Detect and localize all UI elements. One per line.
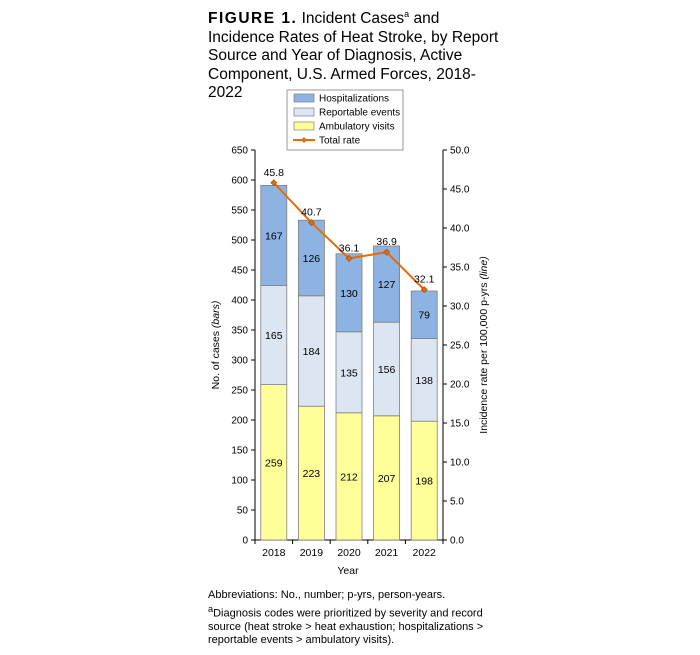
bar-reportable-events [335,331,363,414]
figure-title: FIGURE 1. Incident Casesa and Incidence … [208,5,508,103]
bar-value-label: 259 [265,457,283,469]
y2-tick-label: 5.0 [450,497,464,508]
legend-label: Hospitalizations [319,94,389,105]
y2-tick-label: 40.0 [450,224,470,235]
x-tick-label: 2022 [413,547,437,559]
footnotes: Abbreviations: No., number; p-yrs, perso… [208,589,508,648]
legend-label: Reportable events [319,108,400,119]
y-tick-label: 350 [231,326,248,337]
bar-value-label: 167 [265,231,283,243]
legend-marker [301,137,307,143]
y-tick-label: 400 [231,296,248,307]
y-axis-title-text: No. of cases [210,328,222,389]
bar-value-label: 135 [340,367,358,379]
rate-marker [307,219,315,226]
bar-value-label: 198 [415,476,433,488]
bar-value-label: 223 [303,468,321,480]
title-part2: and Incidence Rates of Heat Stroke, by R… [208,10,499,102]
bar-value-label: 138 [415,375,433,387]
legend-label: Ambulatory visits [319,122,395,133]
bar-value-label: 165 [265,330,283,342]
bar-value-label: 184 [303,346,321,358]
bar-value-label: 130 [340,288,358,300]
x-tick-label: 2020 [337,547,361,559]
note-text: Diagnosis codes were prioritized by seve… [208,607,484,647]
bar-ambulatory-visits [335,412,363,541]
y-tick-label: 650 [231,146,248,157]
y-tick-label: 600 [231,176,248,187]
rate-label: 40.7 [301,207,322,219]
y-tick-label: 50 [237,506,249,517]
y-tick-label: 250 [231,386,248,397]
rate-marker [383,248,391,256]
legend-swatch [293,121,315,131]
bar-reportable-events [260,285,288,386]
y2-tick-label: 0.0 [450,536,464,547]
rate-marker [270,179,278,187]
y2-axis-title: Incidence rate per 100,000 p-yrs (line) [478,256,490,433]
bar-ambulatory-visits [260,384,288,541]
diagnosis-note: aDiagnosis codes were prioritized by sev… [208,603,508,648]
bar-hospitalizations [373,245,401,323]
bar-hospitalizations [260,184,288,286]
rate-marker [345,254,353,262]
y-tick-label: 550 [231,206,248,217]
y2-axis-title-text: Incidence rate per 100,000 p-yrs [478,280,490,434]
x-tick-label: 2018 [262,547,286,559]
y-axis-title: No. of cases (bars) [210,301,222,390]
y-tick-label: 500 [231,236,248,247]
y2-tick-label: 45.0 [450,185,470,196]
rate-marker [420,286,428,294]
x-tick-label: 2019 [300,547,324,559]
y-tick-label: 200 [231,416,248,427]
y2-tick-label: 35.0 [450,263,470,274]
note-marker: a [208,603,214,614]
bar-value-label: 127 [378,279,396,291]
y2-tick-label: 25.0 [450,341,470,352]
rate-label: 36.1 [339,242,360,254]
bar-ambulatory-visits [297,405,325,541]
bar-ambulatory-visits [373,415,401,541]
bar-value-label: 156 [378,364,396,376]
legend-swatch [293,107,315,117]
rate-label: 45.8 [264,167,285,179]
y2-tick-label: 30.0 [450,302,470,313]
bar-value-label: 79 [418,310,430,322]
bar-value-label: 207 [378,473,396,485]
y2-tick-label: 15.0 [450,419,470,430]
title-superscript: a [404,9,410,19]
rate-label: 32.1 [414,274,435,286]
legend-swatch [293,93,315,103]
y-tick-label: 0 [242,536,248,547]
bar-value-label: 126 [303,253,321,265]
y-axis-title-italic: (bars) [210,301,222,328]
bar-ambulatory-visits [410,420,438,541]
bar-reportable-events [373,321,401,417]
figure-label: FIGURE 1. [208,10,298,28]
y-tick-label: 150 [231,446,248,457]
bar-hospitalizations [297,219,325,297]
legend-label: Total rate [319,136,361,147]
y2-tick-label: 10.0 [450,458,470,469]
y2-tick-label: 50.0 [450,146,470,157]
y2-tick-label: 20.0 [450,380,470,391]
rate-label: 36.9 [376,236,397,248]
x-tick-label: 2021 [375,547,399,559]
y2-axis-title-italic: (line) [478,256,490,279]
bar-hospitalizations [335,253,363,333]
abbreviations-note: Abbreviations: No., number; p-yrs, perso… [208,589,446,601]
bar-value-label: 212 [340,471,358,483]
y-tick-label: 450 [231,266,248,277]
y-tick-label: 300 [231,356,248,367]
y-tick-label: 100 [231,476,248,487]
title-part1: Incident Cases [301,10,405,28]
x-axis-title: Year [337,565,359,577]
bar-reportable-events [297,295,325,407]
bar-reportable-events [410,337,438,422]
